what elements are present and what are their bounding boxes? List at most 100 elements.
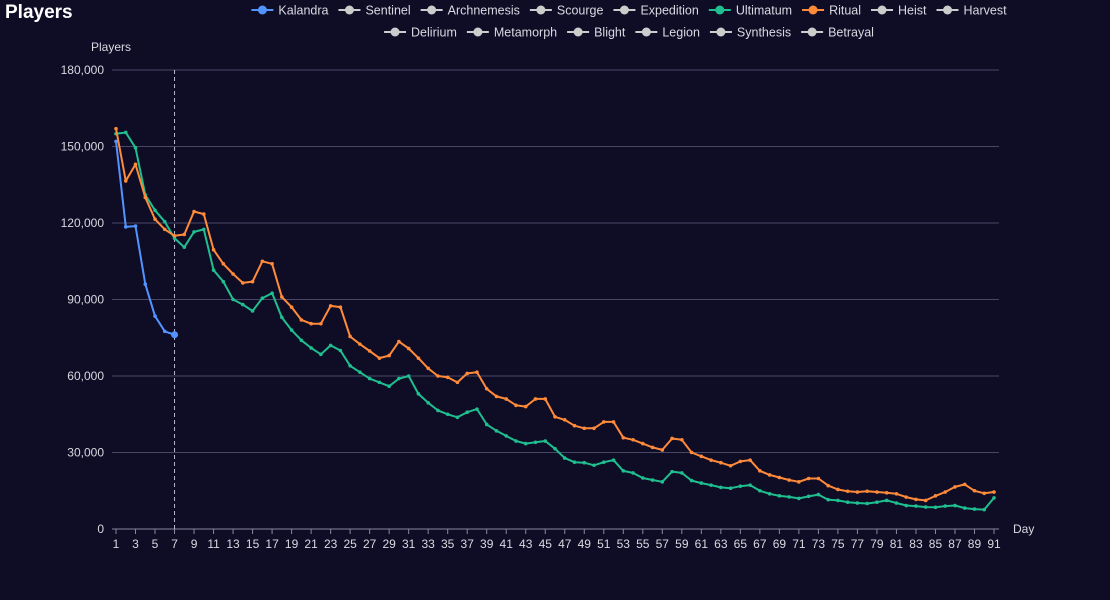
data-point xyxy=(445,375,450,380)
y-tick-label: 60,000 xyxy=(67,369,104,383)
legend-item-ritual[interactable]: Ritual xyxy=(802,4,861,18)
data-point xyxy=(123,225,128,229)
data-point xyxy=(660,480,665,484)
data-point xyxy=(855,490,860,494)
data-point xyxy=(153,208,157,213)
legend-label: Metamorph xyxy=(494,26,557,40)
legend-item-archnemesis[interactable]: Archnemesis xyxy=(420,4,520,18)
data-point xyxy=(133,145,138,150)
legend-swatch-dot xyxy=(877,5,887,15)
data-point xyxy=(582,426,587,431)
data-point xyxy=(231,272,235,276)
data-point xyxy=(572,423,577,428)
data-point xyxy=(806,494,811,499)
legend-item-scourge[interactable]: Scourge xyxy=(529,4,604,18)
data-point xyxy=(855,501,860,505)
data-point xyxy=(553,446,557,451)
x-tick-label: 67 xyxy=(753,537,767,551)
x-tick-label: 15 xyxy=(246,537,260,551)
data-point xyxy=(377,356,382,360)
data-point xyxy=(992,496,996,500)
legend-swatch-dot xyxy=(257,5,267,15)
data-point xyxy=(377,380,382,385)
data-point xyxy=(533,397,538,401)
legend-item-betrayal[interactable]: Betrayal xyxy=(801,26,874,40)
legend-item-sentinel[interactable]: Sentinel xyxy=(338,4,411,18)
data-point xyxy=(553,415,557,419)
data-point xyxy=(484,386,489,391)
legend-item-synthesis[interactable]: Synthesis xyxy=(709,26,791,40)
x-tick-label: 27 xyxy=(363,537,377,551)
data-point xyxy=(836,487,840,492)
data-point xyxy=(699,481,704,485)
x-tick-label: 41 xyxy=(500,537,514,551)
data-point xyxy=(280,315,284,320)
data-point xyxy=(611,458,616,462)
series-line-ritual xyxy=(115,128,995,502)
legend-item-metamorph[interactable]: Metamorph xyxy=(466,26,557,40)
legend-label: Legion xyxy=(662,26,700,40)
data-point xyxy=(455,380,460,385)
legend-item-kalandra[interactable]: Kalandra xyxy=(251,4,329,18)
data-point xyxy=(943,490,948,494)
data-point xyxy=(533,440,538,445)
data-point xyxy=(943,504,948,508)
data-point xyxy=(914,504,918,508)
legend-item-blight[interactable]: Blight xyxy=(567,26,626,40)
data-point xyxy=(250,279,255,284)
x-tick-label: 81 xyxy=(890,537,904,551)
data-point xyxy=(367,349,372,353)
legend-label: Archnemesis xyxy=(448,4,520,18)
data-point xyxy=(231,297,235,302)
data-point xyxy=(436,374,440,378)
data-point xyxy=(572,460,577,464)
data-point xyxy=(767,473,772,477)
x-tick-label: 17 xyxy=(265,537,279,551)
legend-swatch-dot xyxy=(344,5,354,15)
data-point xyxy=(250,309,255,313)
data-point xyxy=(601,420,606,424)
legend-item-legion[interactable]: Legion xyxy=(635,26,700,40)
data-point xyxy=(397,376,401,381)
data-point xyxy=(689,450,694,455)
data-point xyxy=(162,219,167,224)
data-point xyxy=(319,321,323,326)
legend-label: Betrayal xyxy=(828,26,874,40)
legend-label: Heist xyxy=(898,4,927,18)
legend-item-heist[interactable]: Heist xyxy=(871,4,927,18)
data-point xyxy=(162,329,167,334)
data-point xyxy=(494,429,499,433)
data-point xyxy=(816,476,821,481)
data-point xyxy=(367,376,372,381)
legend-item-ultimatum[interactable]: Ultimatum xyxy=(708,4,792,18)
data-point xyxy=(875,490,879,494)
data-point xyxy=(670,436,674,441)
legend-label: Sentinel xyxy=(365,4,410,18)
data-point xyxy=(455,415,460,420)
x-tick-label: 37 xyxy=(461,537,475,551)
data-point xyxy=(972,488,977,493)
legend-item-harvest[interactable]: Harvest xyxy=(936,4,1008,18)
data-point xyxy=(387,384,391,389)
data-point xyxy=(436,408,440,413)
data-point xyxy=(358,370,362,374)
data-point xyxy=(338,348,343,353)
data-point xyxy=(621,435,626,440)
data-point xyxy=(338,305,343,309)
data-point xyxy=(787,478,791,482)
data-point xyxy=(962,482,967,487)
data-point xyxy=(562,418,567,422)
x-tick-label: 33 xyxy=(421,537,435,551)
legend-item-delirium[interactable]: Delirium xyxy=(384,26,457,40)
legend: Kalandra Sentinel Archnemesis Scourge Expedi… xyxy=(251,4,1007,40)
legend-label: Blight xyxy=(594,26,626,40)
legend-item-expedition[interactable]: Expedition xyxy=(613,4,699,18)
series-lines xyxy=(114,126,996,512)
data-point xyxy=(133,162,138,167)
data-point xyxy=(641,441,645,446)
data-point xyxy=(182,245,187,250)
data-point xyxy=(738,484,743,488)
legend-label: Delirium xyxy=(411,26,457,40)
y-tick-label: 90,000 xyxy=(67,293,104,307)
legend-label: Expedition xyxy=(640,4,698,18)
